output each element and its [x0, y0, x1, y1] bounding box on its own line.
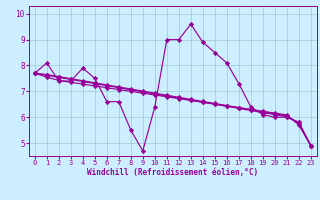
X-axis label: Windchill (Refroidissement éolien,°C): Windchill (Refroidissement éolien,°C): [87, 168, 258, 177]
